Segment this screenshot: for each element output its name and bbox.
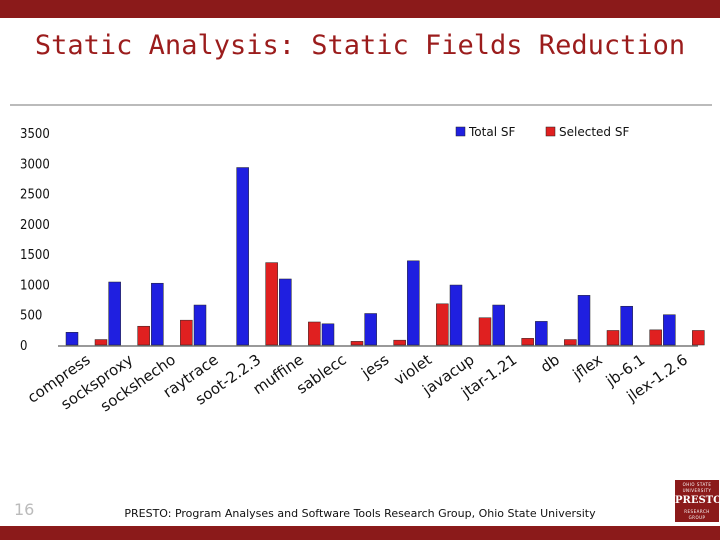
bottom-banner (0, 526, 720, 540)
bar-selected-sf (606, 330, 620, 346)
y-tick-label: 0 (20, 339, 27, 354)
bar-total-sf (663, 314, 676, 346)
top-banner (0, 0, 720, 18)
bar-selected-sf (180, 319, 193, 346)
bar-selected-sf (350, 341, 364, 346)
y-tick-label: 2000 (20, 218, 50, 233)
bar-total-sf (449, 284, 463, 346)
bar-selected-sf (265, 262, 278, 346)
logo-name: PRESTO (675, 495, 719, 506)
bar-total-sf (492, 304, 505, 346)
logo-line1: OHIO STATE UNIVERSITY (682, 482, 712, 493)
y-tick-label: 3000 (20, 157, 50, 172)
bar-selected-sf (393, 339, 406, 346)
bar-total-sf (321, 323, 335, 346)
bar-selected-sf (564, 339, 577, 346)
bar-total-sf (364, 313, 377, 346)
presto-logo: OHIO STATE UNIVERSITY PRESTO RESEARCH GR… (675, 480, 719, 522)
bar-selected-sf (308, 321, 321, 346)
bar-total-sf (535, 321, 548, 346)
legend-swatch (455, 126, 466, 137)
bar-total-sf (236, 167, 249, 346)
bar-total-sf (108, 281, 121, 346)
footer-text: PRESTO: Program Analyses and Software To… (124, 507, 596, 520)
bar-selected-sf (137, 325, 150, 346)
y-tick-label: 3500 (20, 127, 50, 142)
x-category-label: db (537, 351, 563, 377)
bar-total-sf (193, 304, 207, 346)
legend-swatch (545, 126, 556, 137)
slide-number: 16 (14, 500, 35, 519)
bar-total-sf (65, 332, 79, 346)
bar-selected-sf (649, 329, 662, 346)
y-tick-label: 2500 (20, 188, 50, 203)
slide-title: Static Analysis: Static Fields Reduction (34, 30, 686, 61)
y-tick-label: 1000 (20, 278, 50, 293)
bar-selected-sf (692, 330, 705, 346)
x-category-label: jflex (569, 350, 606, 383)
bar-total-sf (620, 305, 633, 346)
bar-total-sf (279, 278, 292, 346)
y-tick-label: 1500 (20, 248, 50, 263)
bar-selected-sf (94, 339, 108, 346)
y-tick-label: 500 (20, 309, 42, 324)
legend-label: Selected SF (559, 125, 629, 139)
bar-total-sf (151, 282, 164, 346)
bar-selected-sf (478, 317, 492, 346)
bar-selected-sf (521, 338, 534, 346)
bar-total-sf (407, 260, 420, 346)
bar-total-sf (577, 295, 591, 346)
bar-selected-sf (436, 303, 449, 346)
legend-label: Total SF (468, 125, 515, 139)
logo-line2: RESEARCH GROUP (684, 509, 710, 520)
x-category-label: jess (357, 350, 392, 382)
